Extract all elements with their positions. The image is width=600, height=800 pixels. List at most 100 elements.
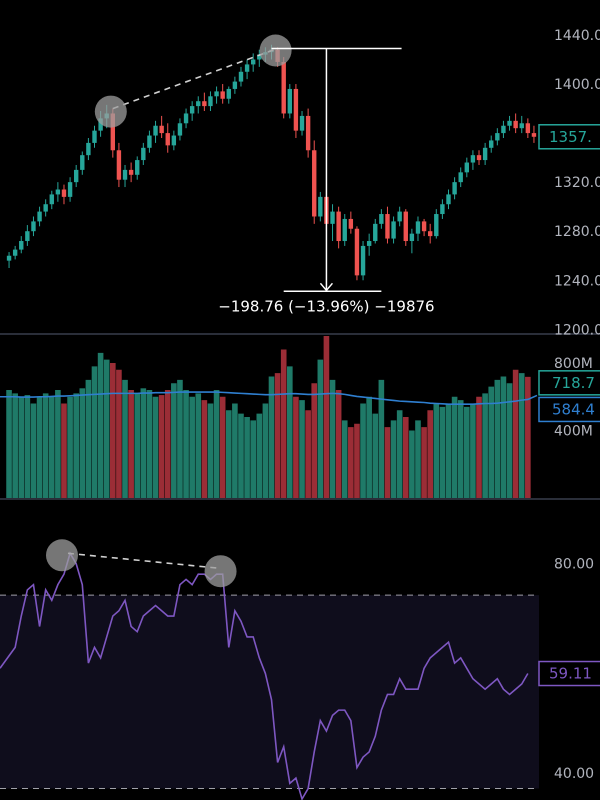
volume-bar[interactable]	[12, 393, 18, 498]
volume-bar[interactable]	[213, 390, 220, 498]
volume-bar[interactable]	[415, 420, 421, 498]
candle-body[interactable]	[501, 125, 506, 134]
volume-bar[interactable]	[122, 379, 128, 498]
volume-bar[interactable]	[457, 400, 464, 498]
candle-body[interactable]	[49, 194, 54, 205]
candle-body[interactable]	[19, 241, 24, 250]
rsi-last-badge[interactable]	[538, 660, 600, 687]
rsi-divergence-marker-low[interactable]	[204, 555, 237, 588]
candle-body[interactable]	[293, 88, 299, 131]
candle-body[interactable]	[373, 223, 378, 242]
candle-body[interactable]	[385, 214, 390, 239]
volume-bar[interactable]	[348, 427, 354, 498]
candle-body[interactable]	[482, 147, 488, 161]
candle-body[interactable]	[342, 218, 347, 242]
candle-body[interactable]	[116, 150, 122, 180]
volume-bar[interactable]	[244, 417, 250, 498]
volume-bar[interactable]	[128, 390, 134, 498]
rsi-divergence-marker-high[interactable]	[45, 539, 78, 572]
candle-body[interactable]	[452, 182, 457, 195]
volume-bar[interactable]	[232, 403, 238, 499]
volume-bar[interactable]	[97, 352, 104, 498]
candle-body[interactable]	[281, 61, 286, 114]
volume-bar[interactable]	[67, 396, 73, 498]
volume-bar[interactable]	[73, 393, 79, 498]
candle-body[interactable]	[409, 233, 415, 242]
volume-bar[interactable]	[85, 379, 92, 498]
volume-bar[interactable]	[274, 373, 281, 498]
volume-ma-line[interactable]	[0, 391, 538, 405]
rsi-line[interactable]	[0, 551, 529, 800]
volume-bar[interactable]	[61, 403, 67, 499]
candle-body[interactable]	[421, 221, 427, 232]
volume-bar[interactable]	[189, 396, 195, 498]
candle-body[interactable]	[110, 113, 116, 151]
candle-body[interactable]	[446, 194, 451, 205]
candle-body[interactable]	[208, 96, 213, 107]
volume-bar[interactable]	[177, 379, 183, 498]
candle-body[interactable]	[360, 245, 366, 276]
candle-body[interactable]	[226, 88, 231, 99]
candle-body[interactable]	[336, 211, 341, 242]
volume-bar[interactable]	[116, 369, 122, 498]
candle-body[interactable]	[305, 115, 311, 151]
candle-body[interactable]	[12, 249, 18, 256]
candle-body[interactable]	[312, 150, 317, 217]
volume-bar[interactable]	[140, 388, 147, 498]
volume-bar[interactable]	[335, 390, 342, 498]
volume-bar[interactable]	[445, 403, 452, 499]
candle-body[interactable]	[489, 140, 494, 148]
volume-last-badge[interactable]	[538, 370, 600, 396]
candle-body[interactable]	[183, 113, 189, 124]
candle-body[interactable]	[153, 125, 158, 136]
volume-bar[interactable]	[366, 396, 372, 498]
volume-bar[interactable]	[164, 390, 171, 498]
divergence-marker-high[interactable]	[259, 34, 292, 67]
volume-panel[interactable]	[0, 336, 538, 499]
volume-bar[interactable]	[305, 410, 311, 498]
candle-body[interactable]	[189, 106, 195, 114]
candle-body[interactable]	[330, 211, 335, 224]
volume-bar[interactable]	[470, 403, 476, 499]
candle-body[interactable]	[98, 118, 103, 131]
rsi-panel[interactable]	[0, 539, 529, 800]
volume-bar[interactable]	[91, 366, 98, 498]
volume-bar[interactable]	[207, 403, 214, 499]
candle-body[interactable]	[257, 54, 262, 60]
volume-bar[interactable]	[384, 427, 391, 498]
candle-body[interactable]	[354, 228, 360, 276]
volume-bar[interactable]	[488, 386, 495, 498]
candle-body[interactable]	[519, 123, 524, 129]
volume-bar[interactable]	[311, 383, 318, 498]
candle-body[interactable]	[379, 214, 384, 224]
candle-body[interactable]	[495, 133, 500, 141]
candle-body[interactable]	[470, 155, 476, 163]
volume-bar[interactable]	[323, 336, 330, 498]
volume-bar[interactable]	[48, 396, 55, 498]
volume-bar[interactable]	[6, 390, 12, 498]
volume-bar[interactable]	[500, 376, 507, 499]
candle-body[interactable]	[25, 231, 30, 242]
volume-bar[interactable]	[512, 369, 519, 498]
candle-body[interactable]	[177, 123, 183, 136]
volume-bar[interactable]	[378, 379, 385, 498]
volume-bar[interactable]	[329, 379, 336, 498]
candle-body[interactable]	[31, 221, 36, 232]
volume-bar[interactable]	[195, 393, 202, 498]
volume-bar[interactable]	[299, 400, 305, 498]
volume-bar[interactable]	[55, 390, 61, 498]
volume-bar[interactable]	[219, 396, 226, 498]
volume-bar[interactable]	[287, 366, 293, 498]
candle-body[interactable]	[165, 133, 170, 146]
volume-bar[interactable]	[506, 383, 513, 498]
candle-body[interactable]	[397, 211, 402, 222]
volume-bar[interactable]	[238, 413, 244, 498]
volume-bar[interactable]	[494, 379, 501, 498]
volume-bar[interactable]	[482, 393, 488, 498]
candle-body[interactable]	[67, 182, 73, 197]
volume-bar[interactable]	[390, 420, 397, 498]
volume-bar[interactable]	[293, 396, 299, 498]
volume-bar[interactable]	[433, 403, 440, 499]
candle-body[interactable]	[61, 189, 67, 197]
